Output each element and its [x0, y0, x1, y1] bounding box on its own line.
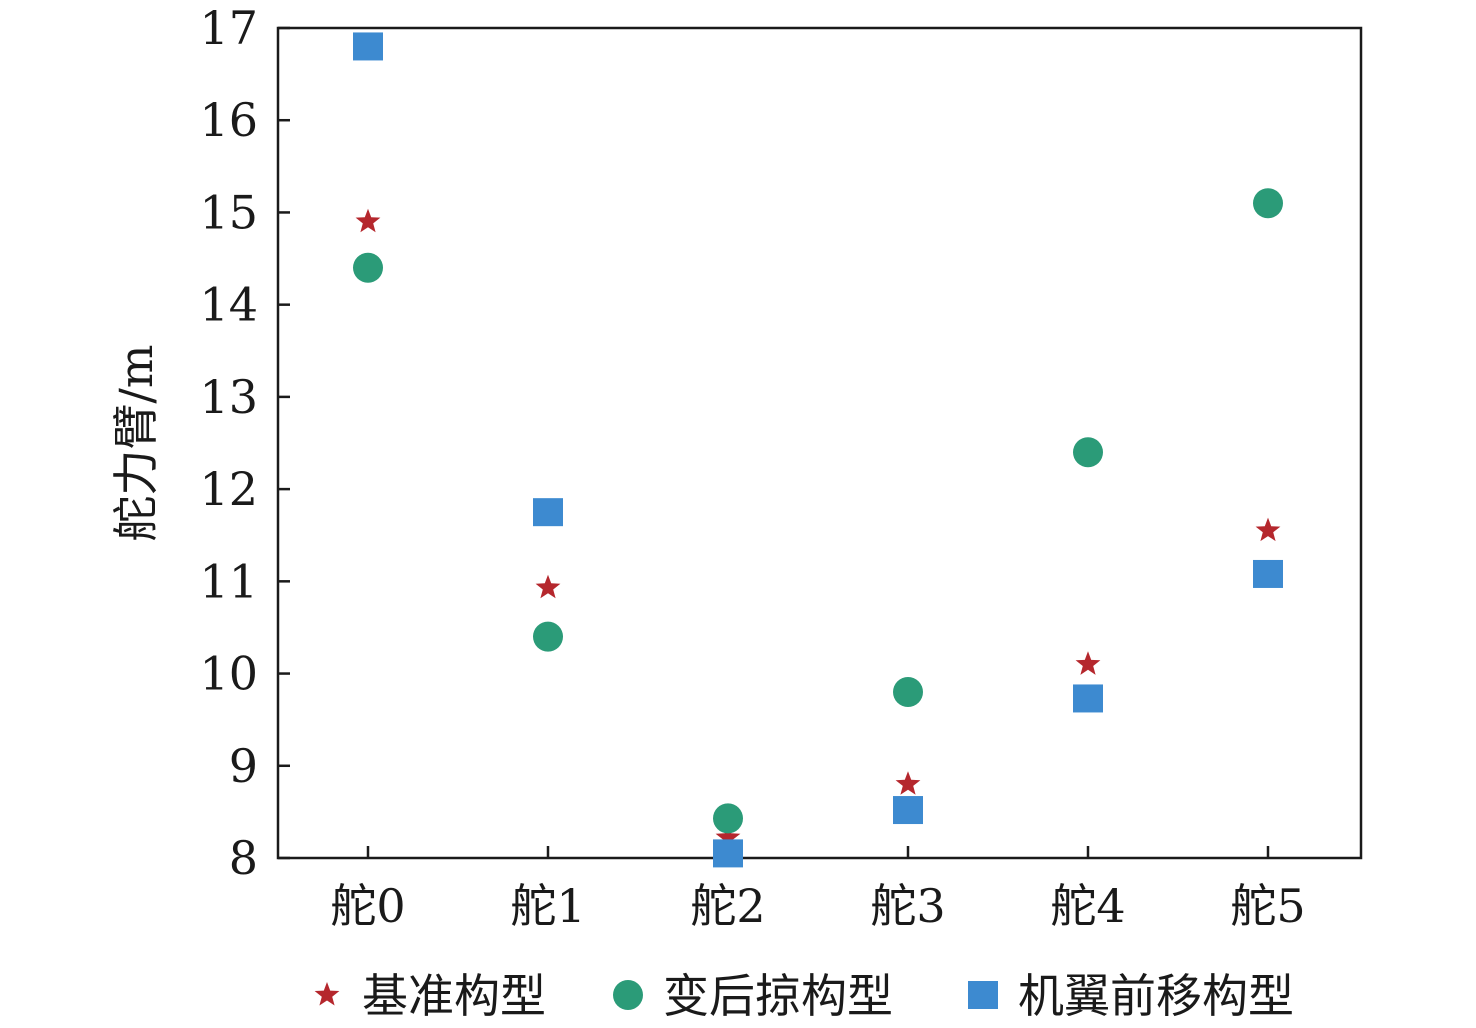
star-point — [895, 771, 921, 795]
star-point — [1255, 517, 1281, 542]
x-tick-label: 舵4 — [1050, 879, 1125, 933]
square-point — [353, 32, 383, 61]
circle-point — [713, 803, 743, 834]
square-point — [1073, 684, 1103, 713]
data-points — [353, 32, 1283, 868]
plot-frame — [276, 26, 1363, 860]
legend-square-swatch — [968, 981, 998, 1009]
y-tick-label: 10 — [199, 647, 258, 701]
star-point — [355, 208, 381, 233]
circle-point — [353, 252, 383, 283]
legend: 基准构型 变后掠构型 机翼前移构型 — [314, 969, 1294, 1023]
y-tick-label: 12 — [199, 462, 258, 516]
x-tick-label: 舵1 — [510, 879, 585, 933]
square-point — [1253, 559, 1283, 588]
y-tick-label: 16 — [199, 93, 258, 147]
x-axis: 舵0 舵1 舵2 舵3 舵4 舵5 — [330, 846, 1306, 933]
y-tick-label: 11 — [199, 554, 258, 608]
legend-label: 机翼前移构型 — [1018, 969, 1294, 1023]
star-point — [715, 824, 741, 849]
circle-point — [893, 677, 923, 707]
y-axis: 8 9 10 11 12 13 14 15 16 17 — [199, 1, 290, 885]
series-square — [353, 32, 1283, 868]
y-tick-label: 9 — [229, 739, 258, 793]
circle-point — [1073, 437, 1103, 468]
legend-circle-swatch — [613, 980, 643, 1010]
circle-point — [1253, 188, 1283, 219]
y-tick-label: 13 — [199, 370, 258, 424]
square-point — [713, 839, 743, 868]
series-circle — [353, 188, 1283, 834]
legend-item: 机翼前移构型 — [968, 969, 1294, 1023]
x-tick-label: 舵0 — [330, 879, 405, 933]
legend-item: 基准构型 — [314, 969, 546, 1023]
legend-item: 变后掠构型 — [613, 969, 893, 1023]
square-point — [533, 498, 563, 527]
y-tick-label: 8 — [229, 831, 258, 885]
legend-label: 基准构型 — [362, 969, 546, 1023]
y-tick-label: 17 — [199, 1, 258, 55]
star-point — [1075, 651, 1101, 675]
star-point — [535, 574, 561, 599]
x-tick-label: 舵5 — [1230, 879, 1305, 933]
x-tick-label: 舵2 — [690, 879, 765, 933]
y-tick-label: 15 — [199, 185, 258, 239]
x-tick-label: 舵3 — [870, 879, 945, 933]
series-star — [355, 208, 1281, 849]
y-tick-label: 14 — [199, 278, 258, 332]
legend-star-swatch — [314, 982, 340, 1006]
y-axis-title: 舵力臂/m — [109, 344, 163, 541]
square-point — [893, 796, 923, 825]
legend-label: 变后掠构型 — [663, 969, 893, 1023]
circle-point — [533, 621, 563, 652]
